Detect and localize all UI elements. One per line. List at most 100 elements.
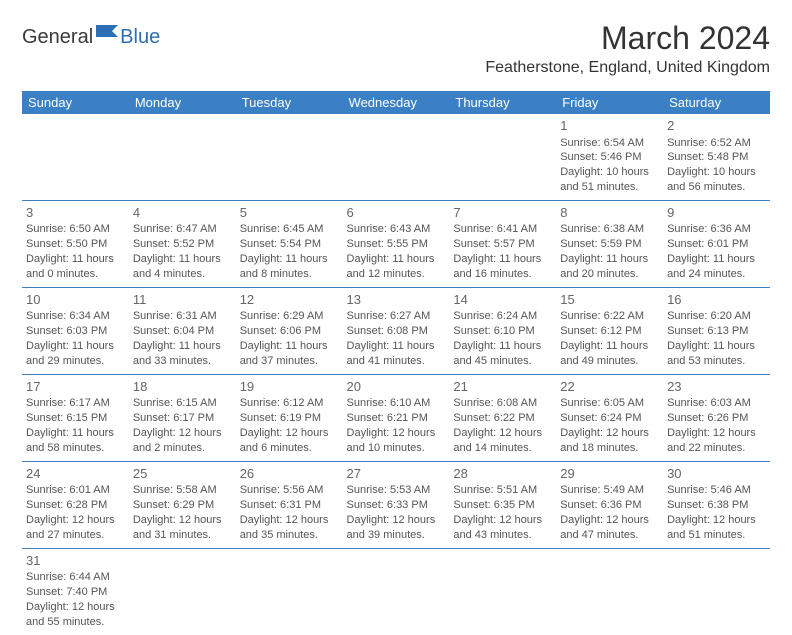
day-details: Sunrise: 6:20 AMSunset: 6:13 PMDaylight:… — [667, 309, 766, 368]
day-details: Sunrise: 6:24 AMSunset: 6:10 PMDaylight:… — [453, 309, 552, 368]
calendar-cell — [556, 548, 663, 634]
title-block: March 2024 Featherstone, England, United… — [485, 20, 770, 77]
day-number: 19 — [240, 378, 339, 396]
calendar-cell: 26Sunrise: 5:56 AMSunset: 6:31 PMDayligh… — [236, 461, 343, 548]
day-details: Sunrise: 6:44 AMSunset: 7:40 PMDaylight:… — [26, 570, 125, 629]
day-details: Sunrise: 6:47 AMSunset: 5:52 PMDaylight:… — [133, 222, 232, 281]
day-details: Sunrise: 6:36 AMSunset: 6:01 PMDaylight:… — [667, 222, 766, 281]
day-number: 27 — [347, 465, 446, 483]
day-details: Sunrise: 6:01 AMSunset: 6:28 PMDaylight:… — [26, 483, 125, 542]
calendar-cell: 23Sunrise: 6:03 AMSunset: 6:26 PMDayligh… — [663, 374, 770, 461]
calendar-cell — [129, 114, 236, 200]
day-number: 20 — [347, 378, 446, 396]
calendar-cell: 28Sunrise: 5:51 AMSunset: 6:35 PMDayligh… — [449, 461, 556, 548]
day-details: Sunrise: 6:41 AMSunset: 5:57 PMDaylight:… — [453, 222, 552, 281]
day-number: 9 — [667, 204, 766, 222]
day-details: Sunrise: 5:49 AMSunset: 6:36 PMDaylight:… — [560, 483, 659, 542]
logo: General Blue — [22, 20, 160, 49]
calendar-cell: 13Sunrise: 6:27 AMSunset: 6:08 PMDayligh… — [343, 287, 450, 374]
calendar-cell: 18Sunrise: 6:15 AMSunset: 6:17 PMDayligh… — [129, 374, 236, 461]
day-details: Sunrise: 6:43 AMSunset: 5:55 PMDaylight:… — [347, 222, 446, 281]
calendar-week-row: 10Sunrise: 6:34 AMSunset: 6:03 PMDayligh… — [22, 287, 770, 374]
day-details: Sunrise: 6:50 AMSunset: 5:50 PMDaylight:… — [26, 222, 125, 281]
day-number: 30 — [667, 465, 766, 483]
day-details: Sunrise: 6:10 AMSunset: 6:21 PMDaylight:… — [347, 396, 446, 455]
day-details: Sunrise: 6:17 AMSunset: 6:15 PMDaylight:… — [26, 396, 125, 455]
logo-text-dark: General — [22, 26, 93, 49]
location-text: Featherstone, England, United Kingdom — [485, 59, 770, 77]
day-number: 16 — [667, 291, 766, 309]
day-number: 11 — [133, 291, 232, 309]
header: General Blue March 2024 Featherstone, En… — [22, 20, 770, 77]
calendar-cell: 22Sunrise: 6:05 AMSunset: 6:24 PMDayligh… — [556, 374, 663, 461]
day-number: 25 — [133, 465, 232, 483]
calendar-cell: 1Sunrise: 6:54 AMSunset: 5:46 PMDaylight… — [556, 114, 663, 200]
calendar-week-row: 24Sunrise: 6:01 AMSunset: 6:28 PMDayligh… — [22, 461, 770, 548]
day-header: Monday — [129, 91, 236, 114]
day-header: Friday — [556, 91, 663, 114]
calendar-week-row: 3Sunrise: 6:50 AMSunset: 5:50 PMDaylight… — [22, 200, 770, 287]
day-number: 29 — [560, 465, 659, 483]
calendar-cell: 4Sunrise: 6:47 AMSunset: 5:52 PMDaylight… — [129, 200, 236, 287]
day-details: Sunrise: 6:03 AMSunset: 6:26 PMDaylight:… — [667, 396, 766, 455]
calendar-cell: 29Sunrise: 5:49 AMSunset: 6:36 PMDayligh… — [556, 461, 663, 548]
calendar-table: Sunday Monday Tuesday Wednesday Thursday… — [22, 91, 770, 635]
day-number: 6 — [347, 204, 446, 222]
day-details: Sunrise: 5:58 AMSunset: 6:29 PMDaylight:… — [133, 483, 232, 542]
calendar-cell: 12Sunrise: 6:29 AMSunset: 6:06 PMDayligh… — [236, 287, 343, 374]
calendar-cell — [236, 548, 343, 634]
calendar-week-row: 31Sunrise: 6:44 AMSunset: 7:40 PMDayligh… — [22, 548, 770, 634]
day-number: 28 — [453, 465, 552, 483]
day-details: Sunrise: 6:52 AMSunset: 5:48 PMDaylight:… — [667, 136, 766, 195]
day-number: 1 — [560, 117, 659, 135]
day-number: 7 — [453, 204, 552, 222]
calendar-cell: 9Sunrise: 6:36 AMSunset: 6:01 PMDaylight… — [663, 200, 770, 287]
day-details: Sunrise: 5:53 AMSunset: 6:33 PMDaylight:… — [347, 483, 446, 542]
day-header: Wednesday — [343, 91, 450, 114]
day-details: Sunrise: 6:34 AMSunset: 6:03 PMDaylight:… — [26, 309, 125, 368]
calendar-week-row: 17Sunrise: 6:17 AMSunset: 6:15 PMDayligh… — [22, 374, 770, 461]
calendar-cell: 3Sunrise: 6:50 AMSunset: 5:50 PMDaylight… — [22, 200, 129, 287]
day-number: 31 — [26, 552, 125, 570]
day-number: 10 — [26, 291, 125, 309]
day-details: Sunrise: 6:22 AMSunset: 6:12 PMDaylight:… — [560, 309, 659, 368]
day-details: Sunrise: 6:29 AMSunset: 6:06 PMDaylight:… — [240, 309, 339, 368]
day-header-row: Sunday Monday Tuesday Wednesday Thursday… — [22, 91, 770, 114]
calendar-cell: 19Sunrise: 6:12 AMSunset: 6:19 PMDayligh… — [236, 374, 343, 461]
day-number: 18 — [133, 378, 232, 396]
calendar-cell — [663, 548, 770, 634]
day-number: 14 — [453, 291, 552, 309]
calendar-cell: 24Sunrise: 6:01 AMSunset: 6:28 PMDayligh… — [22, 461, 129, 548]
day-details: Sunrise: 5:51 AMSunset: 6:35 PMDaylight:… — [453, 483, 552, 542]
day-details: Sunrise: 5:56 AMSunset: 6:31 PMDaylight:… — [240, 483, 339, 542]
calendar-cell: 17Sunrise: 6:17 AMSunset: 6:15 PMDayligh… — [22, 374, 129, 461]
day-number: 8 — [560, 204, 659, 222]
day-header: Thursday — [449, 91, 556, 114]
day-details: Sunrise: 6:45 AMSunset: 5:54 PMDaylight:… — [240, 222, 339, 281]
logo-text-blue: Blue — [98, 26, 160, 49]
calendar-cell: 10Sunrise: 6:34 AMSunset: 6:03 PMDayligh… — [22, 287, 129, 374]
calendar-cell: 8Sunrise: 6:38 AMSunset: 5:59 PMDaylight… — [556, 200, 663, 287]
calendar-cell: 27Sunrise: 5:53 AMSunset: 6:33 PMDayligh… — [343, 461, 450, 548]
calendar-cell: 20Sunrise: 6:10 AMSunset: 6:21 PMDayligh… — [343, 374, 450, 461]
day-details: Sunrise: 6:27 AMSunset: 6:08 PMDaylight:… — [347, 309, 446, 368]
day-header: Saturday — [663, 91, 770, 114]
calendar-cell: 11Sunrise: 6:31 AMSunset: 6:04 PMDayligh… — [129, 287, 236, 374]
calendar-cell — [22, 114, 129, 200]
day-details: Sunrise: 6:31 AMSunset: 6:04 PMDaylight:… — [133, 309, 232, 368]
day-number: 24 — [26, 465, 125, 483]
calendar-cell — [129, 548, 236, 634]
calendar-body: 1Sunrise: 6:54 AMSunset: 5:46 PMDaylight… — [22, 114, 770, 635]
calendar-cell: 6Sunrise: 6:43 AMSunset: 5:55 PMDaylight… — [343, 200, 450, 287]
calendar-cell — [343, 548, 450, 634]
calendar-cell: 21Sunrise: 6:08 AMSunset: 6:22 PMDayligh… — [449, 374, 556, 461]
day-details: Sunrise: 6:05 AMSunset: 6:24 PMDaylight:… — [560, 396, 659, 455]
day-details: Sunrise: 6:12 AMSunset: 6:19 PMDaylight:… — [240, 396, 339, 455]
day-header: Tuesday — [236, 91, 343, 114]
day-details: Sunrise: 6:54 AMSunset: 5:46 PMDaylight:… — [560, 136, 659, 195]
calendar-cell — [449, 114, 556, 200]
calendar-cell: 7Sunrise: 6:41 AMSunset: 5:57 PMDaylight… — [449, 200, 556, 287]
day-number: 17 — [26, 378, 125, 396]
calendar-cell: 30Sunrise: 5:46 AMSunset: 6:38 PMDayligh… — [663, 461, 770, 548]
day-number: 22 — [560, 378, 659, 396]
